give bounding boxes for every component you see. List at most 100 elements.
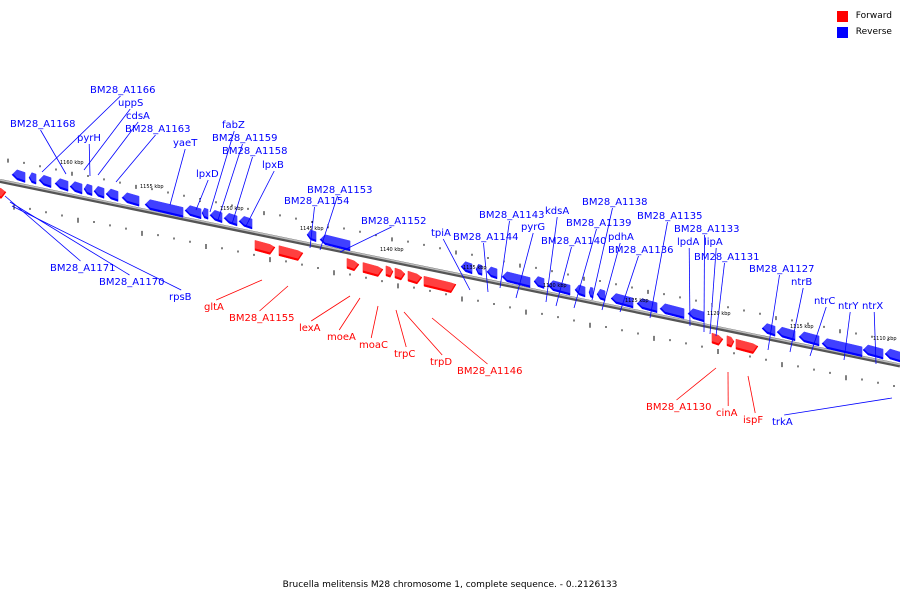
leader-line xyxy=(115,134,156,183)
leader-line xyxy=(403,311,443,356)
leader-line xyxy=(545,216,558,303)
gene-label: moeA xyxy=(327,332,356,343)
leader-line xyxy=(789,287,804,353)
leader-line xyxy=(319,195,338,251)
leader-line xyxy=(40,129,67,175)
forward-gene-arrow xyxy=(735,338,759,354)
reverse-gene-arrow xyxy=(11,169,26,183)
gene-arrow-highlight xyxy=(395,266,405,279)
gene-arrow-highlight xyxy=(712,331,723,344)
reverse-gene-arrow xyxy=(105,188,119,202)
gene-arrow-highlight xyxy=(84,182,92,194)
sequence-axis xyxy=(0,179,900,368)
reverse-gene-arrow xyxy=(475,263,483,276)
leader-line xyxy=(245,170,275,227)
gene-arrow-highlight xyxy=(688,306,704,320)
gene-label: BM28_A1155 xyxy=(229,313,295,324)
gene-label: BM28_A1171 xyxy=(50,263,116,274)
leader-line xyxy=(259,285,289,312)
gene-label: BM28_A1140 xyxy=(541,236,607,247)
leader-line xyxy=(676,367,717,401)
gene-arrow-highlight xyxy=(70,179,82,193)
reverse-gene-arrow xyxy=(184,205,202,220)
reverse-gene-arrow xyxy=(460,261,473,275)
leader-line xyxy=(499,220,510,289)
kbp-tick-label: 1120 kbp xyxy=(707,311,731,317)
gene-arrow-highlight xyxy=(39,173,51,186)
gene-arrow-highlight xyxy=(29,170,36,183)
reverse-gene-arrow xyxy=(223,212,238,227)
label-leader-lines xyxy=(4,95,893,416)
reverse-gene-arrow xyxy=(659,303,685,320)
gene-label: BM28_A1135 xyxy=(637,211,703,222)
gene-label: ntrX xyxy=(862,301,883,312)
leader-line xyxy=(767,274,780,351)
reverse-gene-arrow xyxy=(862,344,884,360)
legend: Forward Reverse xyxy=(836,8,892,40)
gene-label: BM28_A1138 xyxy=(582,197,648,208)
gene-label: BM28_A1127 xyxy=(749,264,815,275)
leader-line xyxy=(216,279,263,301)
reverse-gene-arrow xyxy=(776,326,796,342)
forward-gene-arrow xyxy=(726,335,735,348)
leader-line xyxy=(709,247,717,335)
gene-label: lpxB xyxy=(262,160,284,171)
leader-line xyxy=(573,228,597,309)
gene-label: tpiA xyxy=(431,228,451,239)
leader-line xyxy=(97,121,139,176)
forward-gene-arrow xyxy=(423,275,457,294)
gene-arrow-highlight xyxy=(224,211,237,224)
reverse-gene-arrow xyxy=(209,209,223,224)
gene-arrow-highlight xyxy=(611,291,633,307)
reverse-gene-arrow xyxy=(201,207,209,220)
gene-arrow-highlight xyxy=(424,274,456,291)
gene-arrow-highlight xyxy=(736,337,758,352)
gene-label: BM28_A1139 xyxy=(566,218,632,229)
leader-line xyxy=(555,246,572,307)
kbp-tick-label: 1150 kbp xyxy=(220,206,244,212)
gene-label: BM28_A1133 xyxy=(674,224,740,235)
gene-label: ntrB xyxy=(791,277,812,288)
gene-label: uppS xyxy=(118,98,143,109)
leader-line xyxy=(370,305,379,339)
forward-gene-arrow xyxy=(711,332,724,346)
gene-label: moaC xyxy=(359,340,388,351)
leader-line xyxy=(83,108,131,171)
forward-gene-arrow xyxy=(346,258,360,272)
gene-label: trkA xyxy=(772,417,793,428)
reverse-gene-arrow xyxy=(54,178,69,192)
gene-arrow-highlight xyxy=(255,238,275,253)
gene-arrow-highlight xyxy=(239,214,252,227)
kbp-tick-labels: 1160 kbp 1155 kbp 1150 kbp 1145 kbp 1140 kbp… xyxy=(60,160,897,342)
forward-swatch xyxy=(836,10,848,22)
reverse-gene-arrow xyxy=(610,293,634,309)
gene-label: trpD xyxy=(430,357,452,368)
gene-label: BM28_A1168 xyxy=(10,119,76,130)
reverse-gene-arrow xyxy=(798,331,820,347)
leader-line xyxy=(11,205,182,291)
kbp-tick-label: 1155 kbp xyxy=(140,184,164,190)
reverse-gene-arrow xyxy=(486,266,498,280)
forward-gene-arrow xyxy=(362,262,384,277)
gene-arrow-highlight xyxy=(487,264,497,277)
reverse-gene-arrow xyxy=(38,174,52,189)
leader-line xyxy=(217,143,243,221)
reverse-gene-arrow xyxy=(93,186,105,199)
leader-line xyxy=(715,262,725,337)
reverse-gene-arrow xyxy=(533,276,545,289)
axis-highlight xyxy=(0,179,900,366)
gene-arrow-highlight xyxy=(106,186,118,200)
leader-line xyxy=(483,242,489,293)
gene-arrow-highlight xyxy=(476,262,482,274)
gene-label: trpC xyxy=(394,349,415,360)
forward-gene-arrow xyxy=(0,187,7,199)
gene-label: ntrY xyxy=(838,301,859,312)
kbp-tick-label: 1130 kbp xyxy=(543,283,567,289)
leader-line xyxy=(41,95,121,173)
gene-label: ispF xyxy=(743,415,763,426)
leader-line xyxy=(703,234,705,333)
gene-label: pyrG xyxy=(521,222,545,233)
gene-arrow-highlight xyxy=(202,206,208,218)
leader-line xyxy=(591,207,613,301)
gene-arrow-highlight xyxy=(575,282,585,295)
